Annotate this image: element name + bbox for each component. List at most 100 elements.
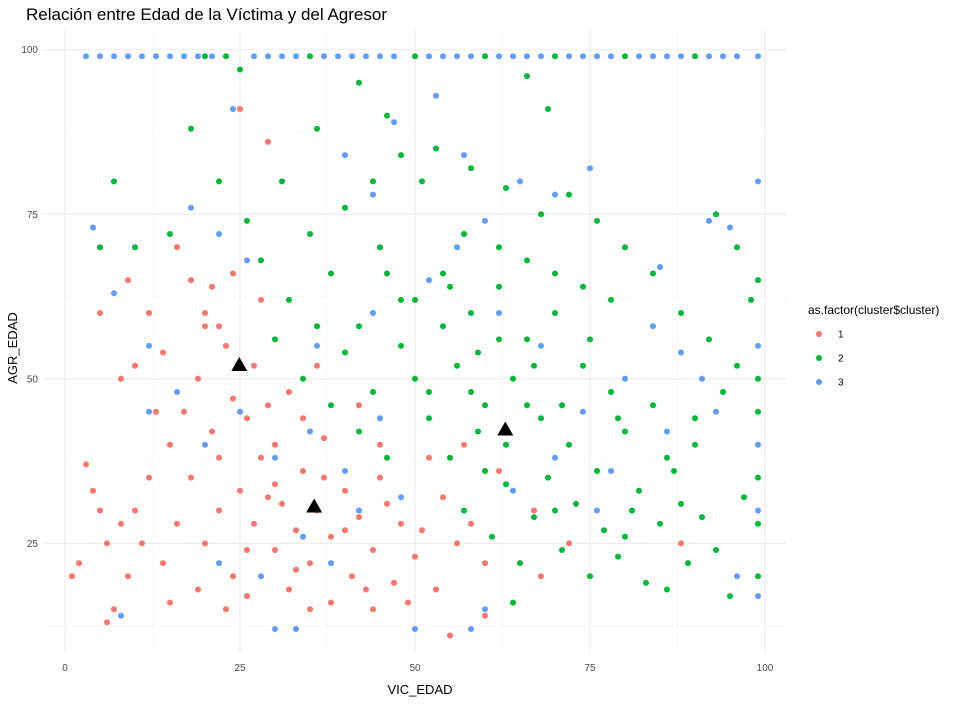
cluster-1-point xyxy=(307,606,313,613)
cluster-2-point xyxy=(608,389,614,395)
cluster-2-point xyxy=(398,152,404,159)
cluster-3-point xyxy=(552,191,558,198)
cluster-1-point xyxy=(69,573,75,580)
cluster-2-point xyxy=(398,296,404,303)
cluster-2-point xyxy=(734,362,740,369)
cluster-1-point xyxy=(223,342,229,349)
x-tick-label: 25 xyxy=(234,663,246,674)
cluster-3-point xyxy=(734,573,740,580)
cluster-2-point xyxy=(713,547,719,553)
cluster-2-point xyxy=(440,323,446,330)
cluster-2-point xyxy=(755,474,761,481)
cluster-1-point xyxy=(251,362,257,369)
cluster-1-point xyxy=(447,632,453,639)
cluster-2-point xyxy=(167,231,173,237)
cluster-3-point xyxy=(706,53,712,60)
cluster-1-point xyxy=(272,441,278,448)
cluster-1-point xyxy=(195,375,201,382)
cluster-1-point xyxy=(244,415,250,422)
cluster-2-point xyxy=(447,454,453,461)
cluster-1-point xyxy=(167,441,173,448)
cluster-3-point xyxy=(650,323,656,330)
cluster-centroids xyxy=(231,357,514,513)
cluster-2-point xyxy=(594,217,600,224)
cluster-2-point xyxy=(587,336,593,343)
cluster-3-point xyxy=(293,626,299,632)
cluster-1-point xyxy=(97,310,103,316)
cluster-2-point xyxy=(587,573,593,580)
cluster-3-point xyxy=(174,389,180,395)
cluster-2-point xyxy=(307,53,313,60)
cluster-3-point xyxy=(706,217,712,224)
cluster-2-point xyxy=(496,336,502,343)
cluster-3-point xyxy=(195,53,201,60)
cluster-2-point xyxy=(328,402,334,409)
cluster-3-point xyxy=(398,494,404,501)
cluster-2-point xyxy=(356,323,362,330)
cluster-2-point xyxy=(356,79,362,86)
cluster-3-point xyxy=(496,53,502,60)
cluster-3-point xyxy=(482,217,488,224)
cluster-2-point xyxy=(692,441,698,448)
cluster-1-point xyxy=(328,599,334,606)
cluster-2-point xyxy=(615,553,621,560)
cluster-2-point xyxy=(468,165,474,172)
cluster-3-point xyxy=(118,612,124,619)
cluster-2-point xyxy=(552,310,558,316)
cluster-2-point xyxy=(615,415,621,422)
cluster-1-point xyxy=(146,474,152,481)
x-axis-title: VIC_EDAD xyxy=(387,682,452,697)
cluster-3-point xyxy=(713,408,719,415)
cluster-2-point xyxy=(622,244,628,251)
cluster-3-point xyxy=(524,53,530,60)
cluster-3-point xyxy=(538,342,544,349)
cluster-2-point xyxy=(482,468,488,474)
cluster-2-point xyxy=(650,270,656,277)
cluster-3-point xyxy=(125,53,131,60)
legend-items: 1 2 3 xyxy=(816,330,844,389)
cluster-1-point xyxy=(223,606,229,613)
cluster-1-point xyxy=(398,520,404,527)
cluster-1-point xyxy=(125,277,131,284)
cluster-2-point xyxy=(706,336,712,343)
cluster-1-point xyxy=(237,487,243,494)
cluster-2-point xyxy=(370,389,376,395)
cluster-1-point xyxy=(202,310,208,316)
cluster-2-point xyxy=(538,211,544,218)
cluster-2-point xyxy=(342,349,348,356)
cluster-3-point xyxy=(153,53,159,60)
cluster-2-point xyxy=(223,53,229,60)
cluster-3-point xyxy=(111,53,117,60)
cluster-1-point xyxy=(370,606,376,613)
cluster-1-point xyxy=(160,349,166,356)
cluster-2-point xyxy=(531,362,537,369)
cluster-1-point xyxy=(132,507,138,514)
cluster-1-point xyxy=(118,520,124,527)
cluster-2-point xyxy=(664,454,670,461)
cluster-3-point xyxy=(300,533,306,540)
cluster-1-point xyxy=(307,560,313,567)
cluster-2-point xyxy=(510,599,516,606)
cluster-2-point xyxy=(384,270,390,277)
cluster-2-point xyxy=(601,527,607,534)
cluster-3-point xyxy=(755,507,761,514)
cluster-3-point xyxy=(111,290,117,297)
cluster-3-point xyxy=(363,53,369,60)
cluster-2-point xyxy=(741,494,747,501)
cluster-2-point xyxy=(552,270,558,277)
cluster-2-point xyxy=(692,53,698,60)
cluster-3-point xyxy=(412,626,418,632)
cluster-1-point xyxy=(181,408,187,415)
cluster-2-point xyxy=(685,560,691,567)
cluster-3-point xyxy=(209,53,215,60)
cluster-1-point xyxy=(678,540,684,547)
cluster-2-point xyxy=(468,310,474,316)
cluster-2-point xyxy=(643,579,649,586)
cluster-2-point xyxy=(475,349,481,356)
legend-title: as.factor(cluster$cluster) xyxy=(808,303,939,317)
cluster-2-point xyxy=(559,402,565,409)
cluster-2-point xyxy=(622,53,628,60)
cluster-3-point xyxy=(699,375,705,382)
cluster-2-point xyxy=(307,231,313,237)
